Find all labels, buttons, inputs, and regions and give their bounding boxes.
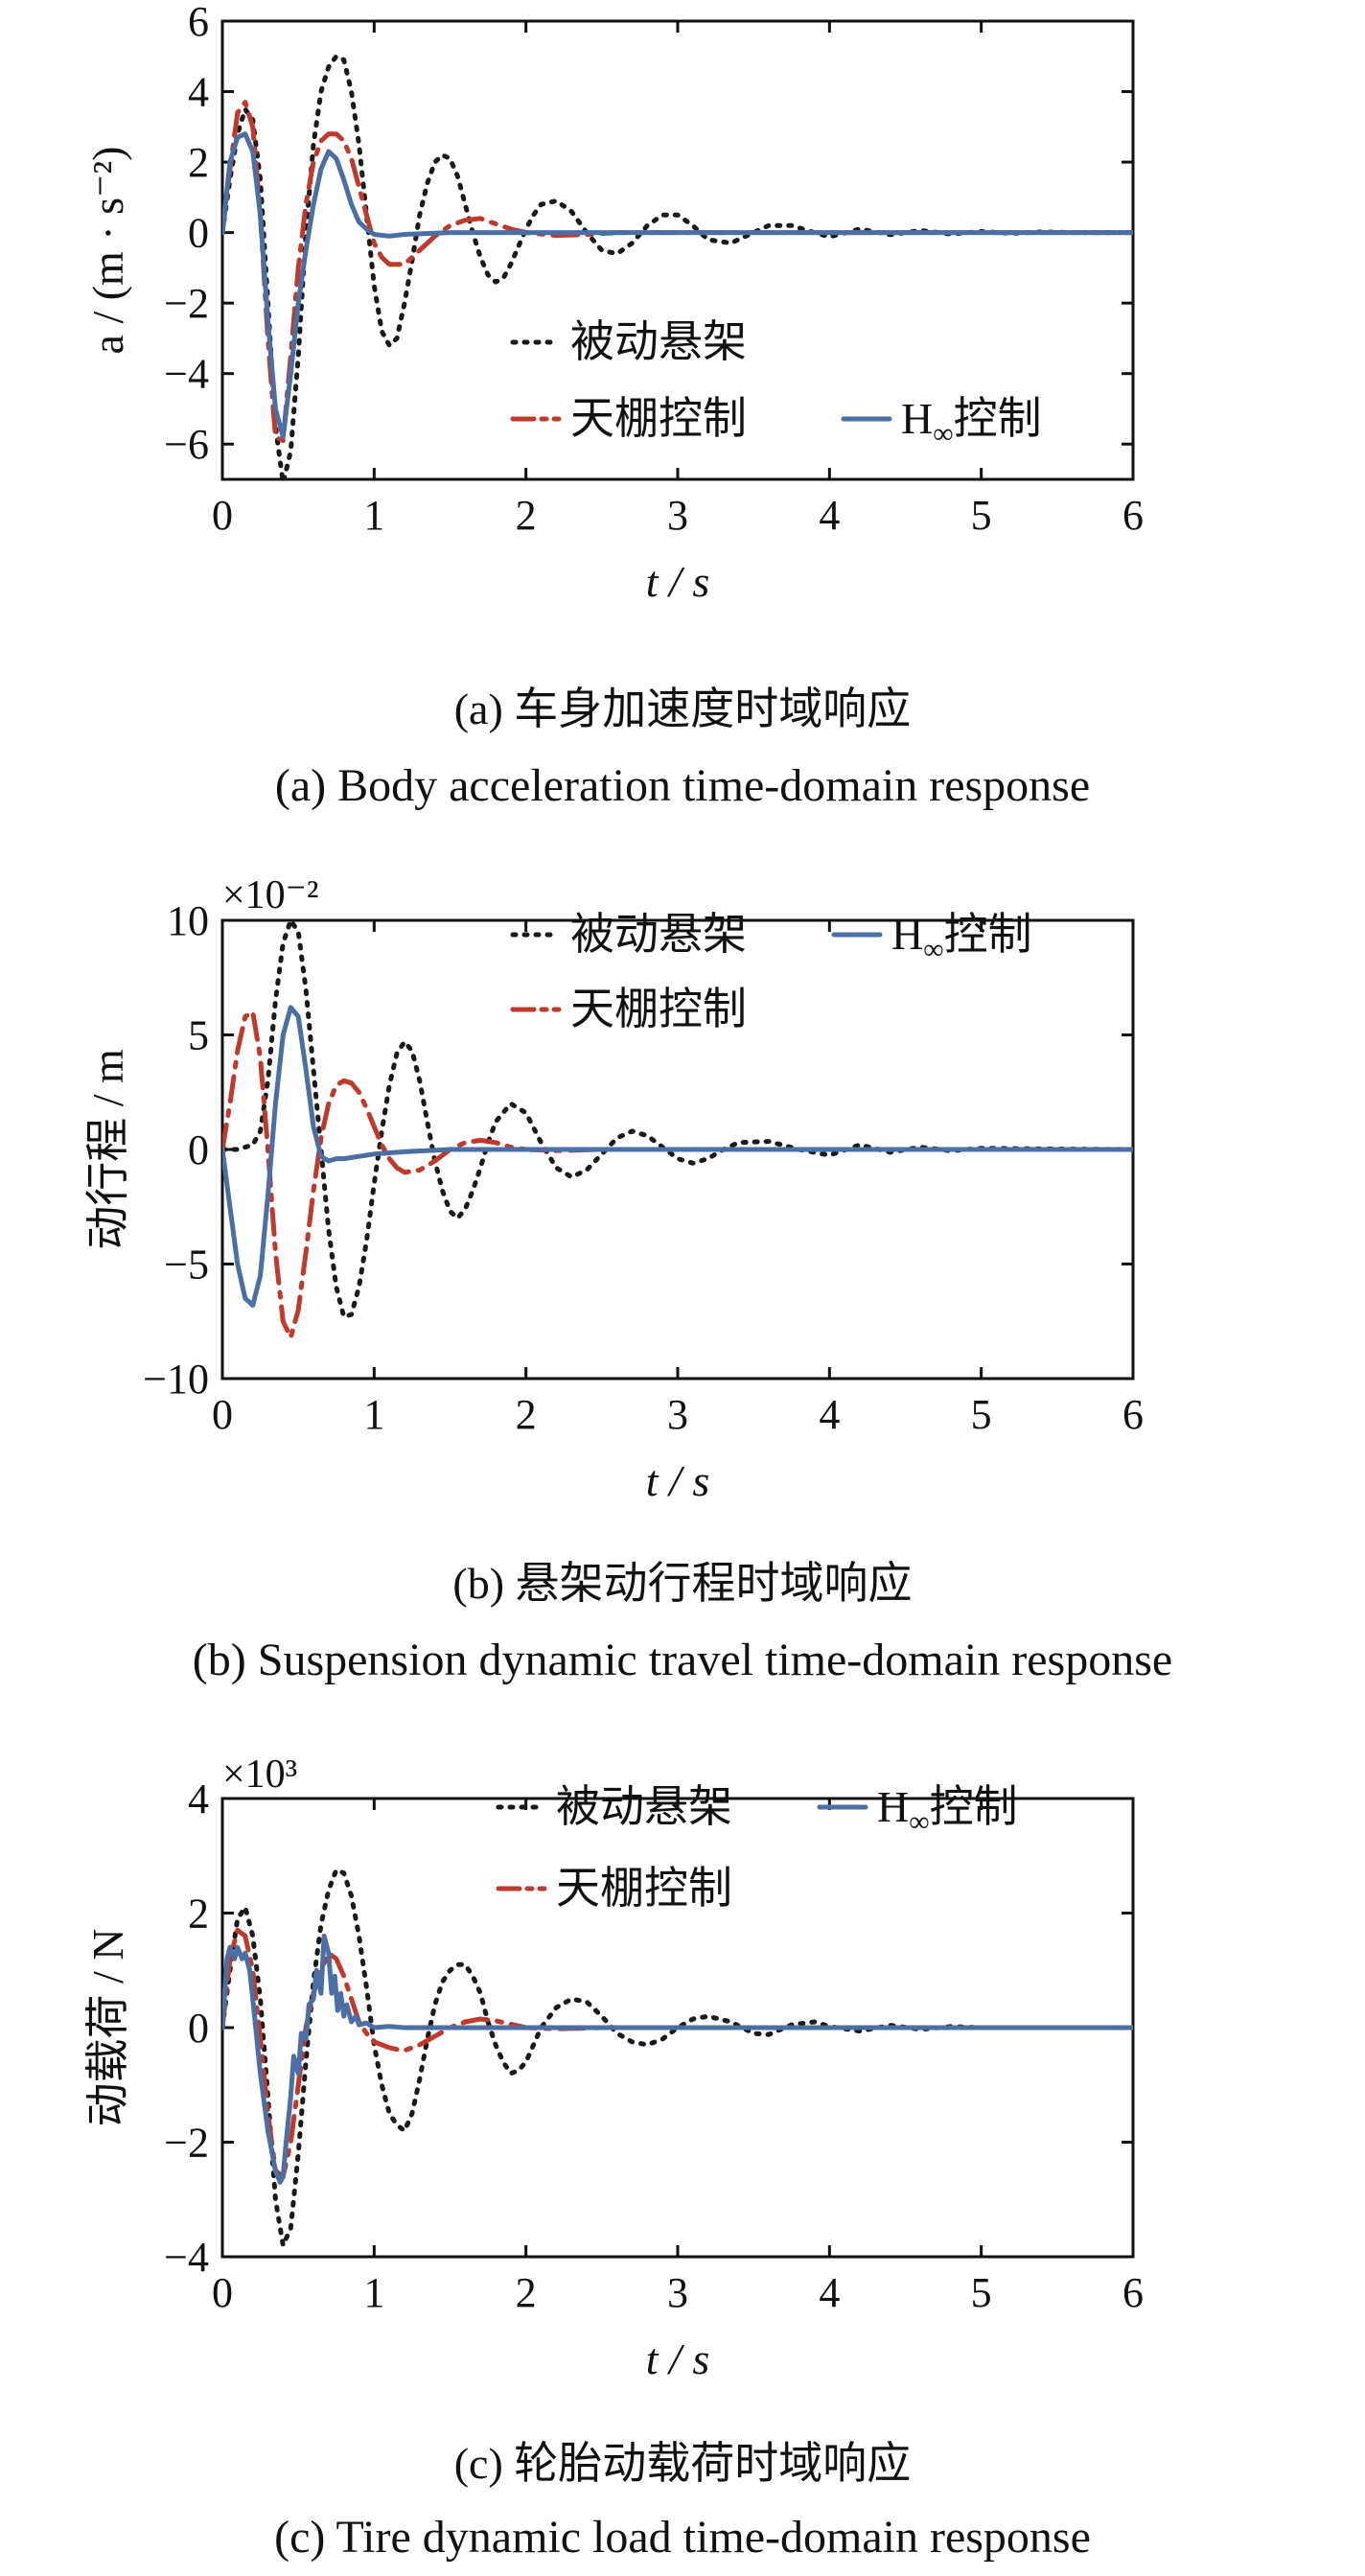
legend-label: H∞控制 [877,1782,1018,1838]
x-tick-label: 3 [667,492,688,539]
series-line-hinf [222,1933,1133,2185]
y-tick-label: 0 [188,1126,209,1173]
legend-entry-passive: 被动悬架 [510,910,747,959]
series-line-hinf [222,131,1133,440]
x-tick-label: 1 [363,492,384,539]
series-line-hinf [222,1005,1133,1308]
caption-zh: (c) 轮胎动载荷时域响应 [454,2439,912,2488]
axis-multiplier: ×10⁻² [222,873,318,917]
y-tick-label: 4 [188,69,209,116]
x-tick-label: 1 [363,2269,384,2316]
y-tick-label: 10 [167,897,209,944]
x-tick-label: 3 [667,1391,688,1438]
legend-label: 被动悬架 [570,910,747,959]
x-axis-label: t / s [646,2334,709,2383]
legend-label: 天棚控制 [570,394,747,443]
legend-entry-hinf: H∞控制 [817,1782,1018,1838]
x-tick-label: 4 [819,492,840,539]
x-tick-label: 4 [819,1391,840,1438]
caption-zh: (a) 车身加速度时域响应 [454,685,912,733]
x-tick-label: 6 [1122,2269,1144,2316]
legend-label: H∞控制 [901,394,1042,450]
series-line-skyhook [222,1927,1133,2179]
x-tick-label: 6 [1122,492,1144,539]
y-tick-label: −5 [164,1242,209,1288]
x-tick-label: 2 [516,2269,537,2316]
chart-panel-a: 0 1 2 3 4 5 6 −6 −4 −2 0 2 4 6 t / s a / (m · s⁻²) 被动悬架天… [83,0,1144,811]
y-axis-label: a / (m · s⁻²) [83,147,132,355]
x-axis-label: t / s [646,557,709,606]
legend-entry-passive: 被动悬架 [496,1782,732,1831]
x-tick-label: 0 [212,492,233,539]
y-tick-label: −10 [143,1356,209,1403]
x-tick-label: 2 [516,492,537,539]
x-tick-label: 6 [1122,1391,1144,1438]
y-axis-label: 动行程 / m [83,1049,132,1250]
y-axis-label: 动载荷 / N [83,1929,132,2127]
x-tick-label: 5 [971,2269,992,2316]
legend-entry-skyhook: 天棚控制 [510,985,747,1033]
legend-entry-passive: 被动悬架 [510,317,747,366]
y-tick-label: 2 [188,139,209,186]
y-tick-label: 6 [188,0,209,45]
x-tick-label: 5 [971,1391,992,1438]
legend-label: H∞控制 [891,910,1032,965]
y-tick-label: −6 [164,421,209,468]
series-line-passive [222,920,1133,1319]
legend-entry-hinf: H∞控制 [831,910,1032,965]
legend-label: 被动悬架 [570,317,747,366]
chart-panel-c: 0 1 2 3 4 5 6 −4 −2 0 2 4 ×10³ t / s 动载荷 / N 被动悬架 H∞控制天棚… [83,1752,1144,2563]
legend-entry-hinf: H∞控制 [841,394,1042,450]
caption-en: (c) Tire dynamic load time-domain respon… [274,2512,1091,2563]
y-tick-label: 0 [188,2005,209,2052]
x-tick-label: 5 [971,492,992,539]
y-tick-label: −4 [164,351,209,398]
axis-multiplier: ×10³ [222,1752,297,1797]
legend-label: 天棚控制 [570,985,747,1033]
x-tick-label: 0 [212,1391,233,1438]
x-tick-label: 1 [363,1391,384,1438]
legend-label: 被动悬架 [556,1782,732,1831]
chart-panel-b: 0 1 2 3 4 5 6 −10 −5 0 5 10 ×10⁻² t / s 动行程 / m 被动悬架 H∞控… [83,873,1172,1685]
series-line-passive [222,1868,1133,2248]
series-line-skyhook [222,1010,1133,1340]
legend-entry-skyhook: 天棚控制 [496,1864,732,1913]
x-tick-label: 0 [212,2269,233,2316]
x-tick-label: 2 [516,1391,537,1438]
x-axis-label: t / s [646,1456,709,1505]
y-tick-label: −2 [164,280,209,327]
legend-entry-skyhook: 天棚控制 [510,394,747,443]
y-tick-label: 2 [188,1891,209,1938]
y-tick-label: 5 [188,1012,209,1059]
y-tick-label: 0 [188,210,209,257]
series-line-passive [222,54,1133,479]
caption-en: (a) Body acceleration time-domain respon… [275,760,1090,811]
y-tick-label: −2 [164,2120,209,2167]
y-tick-label: −4 [164,2234,209,2281]
y-tick-label: 4 [188,1775,209,1822]
x-tick-label: 4 [819,2269,840,2316]
caption-zh: (b) 悬架动行程时域响应 [452,1559,912,1608]
x-tick-label: 3 [667,2269,688,2316]
caption-en: (b) Suspension dynamic travel time-domai… [193,1635,1172,1685]
legend-label: 天棚控制 [556,1864,732,1913]
